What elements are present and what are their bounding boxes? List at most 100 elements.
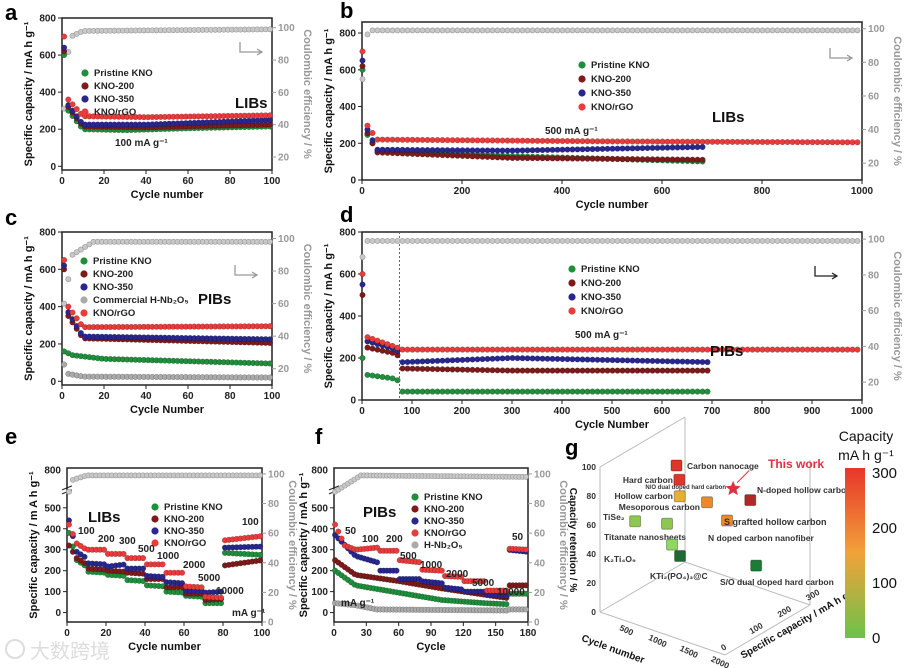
ce-point [769,238,776,244]
y2-tick-label: 80 [278,267,290,278]
ce-point [424,238,431,244]
data-point [359,48,366,55]
annotation: 10000 [216,586,244,597]
ce-point [714,27,721,34]
ce-point [484,27,491,34]
y-tick-label: 400 [311,524,328,535]
ce-point [429,27,436,34]
ce-point [394,27,401,34]
plot-frame [61,231,273,386]
legend-label: KNO-350 [93,282,133,293]
x-tick-label: 0 [359,186,365,197]
ce-point [814,238,821,244]
y2-tick-label: 20 [278,153,290,164]
y-tick-label: 600 [339,270,356,281]
y2-tick-label: 60 [868,91,880,102]
legend-label: KNO-200 [164,514,204,525]
ce-point [614,238,621,244]
data-point [374,337,381,344]
y-tick-label: 300 [44,545,61,556]
point-label: S grafted hollow carbon [724,517,827,527]
ce-point [459,27,466,34]
ce-point [684,27,691,34]
capacity-tick-label: 0 [719,642,728,653]
series-3 [359,270,861,353]
legend-marker [80,270,88,278]
legend-marker [411,493,419,501]
annotation: PIBs [363,504,396,521]
ce-point [564,238,571,244]
legend-marker [568,293,576,301]
ce-point [724,27,731,34]
retention-tick-label: 80 [587,491,597,501]
ce-point [434,238,441,244]
y2-tick-label: 40 [868,342,880,353]
series-coulombic-efficiency [359,27,861,83]
y-tick-label: 200 [39,125,56,136]
x-tick-label: 900 [804,406,821,417]
arrow-right-icon [814,266,839,280]
ce-point [584,238,591,244]
x-tick-label: 80 [224,176,236,187]
ce-point [794,238,801,244]
data-point [335,528,342,535]
legend-label: KNO-200 [424,504,464,515]
y-axis-title: Specific capacity / m A h g⁻¹ [28,471,40,619]
ce-point [509,238,516,244]
data-point [384,341,391,348]
data-point [458,573,465,580]
colorbar-tick-label: 0 [872,630,880,647]
legend-marker [578,103,586,111]
data-point [120,561,127,568]
ce-point [73,249,80,256]
data-point [359,291,366,299]
data-point [65,96,72,103]
series-1 [359,291,711,374]
annotation: 50 [512,532,524,543]
ce-point [809,238,816,244]
legend-label: Commercial H-Nb₂O₅ [93,295,189,306]
x-tick-label: 60 [182,176,194,187]
series-0 [332,567,529,608]
y2-tick-label: 80 [868,58,880,69]
x-tick-label: 60 [182,391,194,402]
legend-marker [151,515,159,523]
panel-letter: f [315,424,323,449]
ce-point [574,238,581,244]
legend-marker [578,89,586,97]
ce-point [569,238,576,244]
ce-point [389,238,396,244]
y-axis-title: Specific capacity / mA h g⁻¹ [23,236,35,381]
y-tick-label: 200 [339,354,356,365]
x-tick-label: 0 [331,628,337,639]
ce-point [564,27,571,34]
data-cube [661,517,674,530]
data-point [266,323,273,330]
ce-point [744,238,751,244]
colorbar-tick-label: 300 [872,465,897,482]
ce-point [754,238,761,244]
ce-point [804,238,811,244]
ce-point [669,27,676,34]
data-point [218,594,225,601]
series-coulombic-efficiency [359,238,861,260]
ce-point [519,238,526,244]
series-3 [332,521,529,594]
ce-point [559,27,566,34]
data-point [77,321,84,328]
data-point [359,281,366,288]
ce-point [674,238,681,244]
ce-point [429,238,436,244]
x-tick-label: 0 [359,406,365,417]
y-break-label: 800 [311,466,328,477]
ce-point [464,27,471,34]
x-tick-label: 100 [264,391,281,402]
ce-point [594,238,601,244]
data-point [374,373,381,380]
legend-marker [151,539,159,547]
ce-point [729,27,736,34]
data-point [266,360,273,367]
ce-point [704,238,711,244]
